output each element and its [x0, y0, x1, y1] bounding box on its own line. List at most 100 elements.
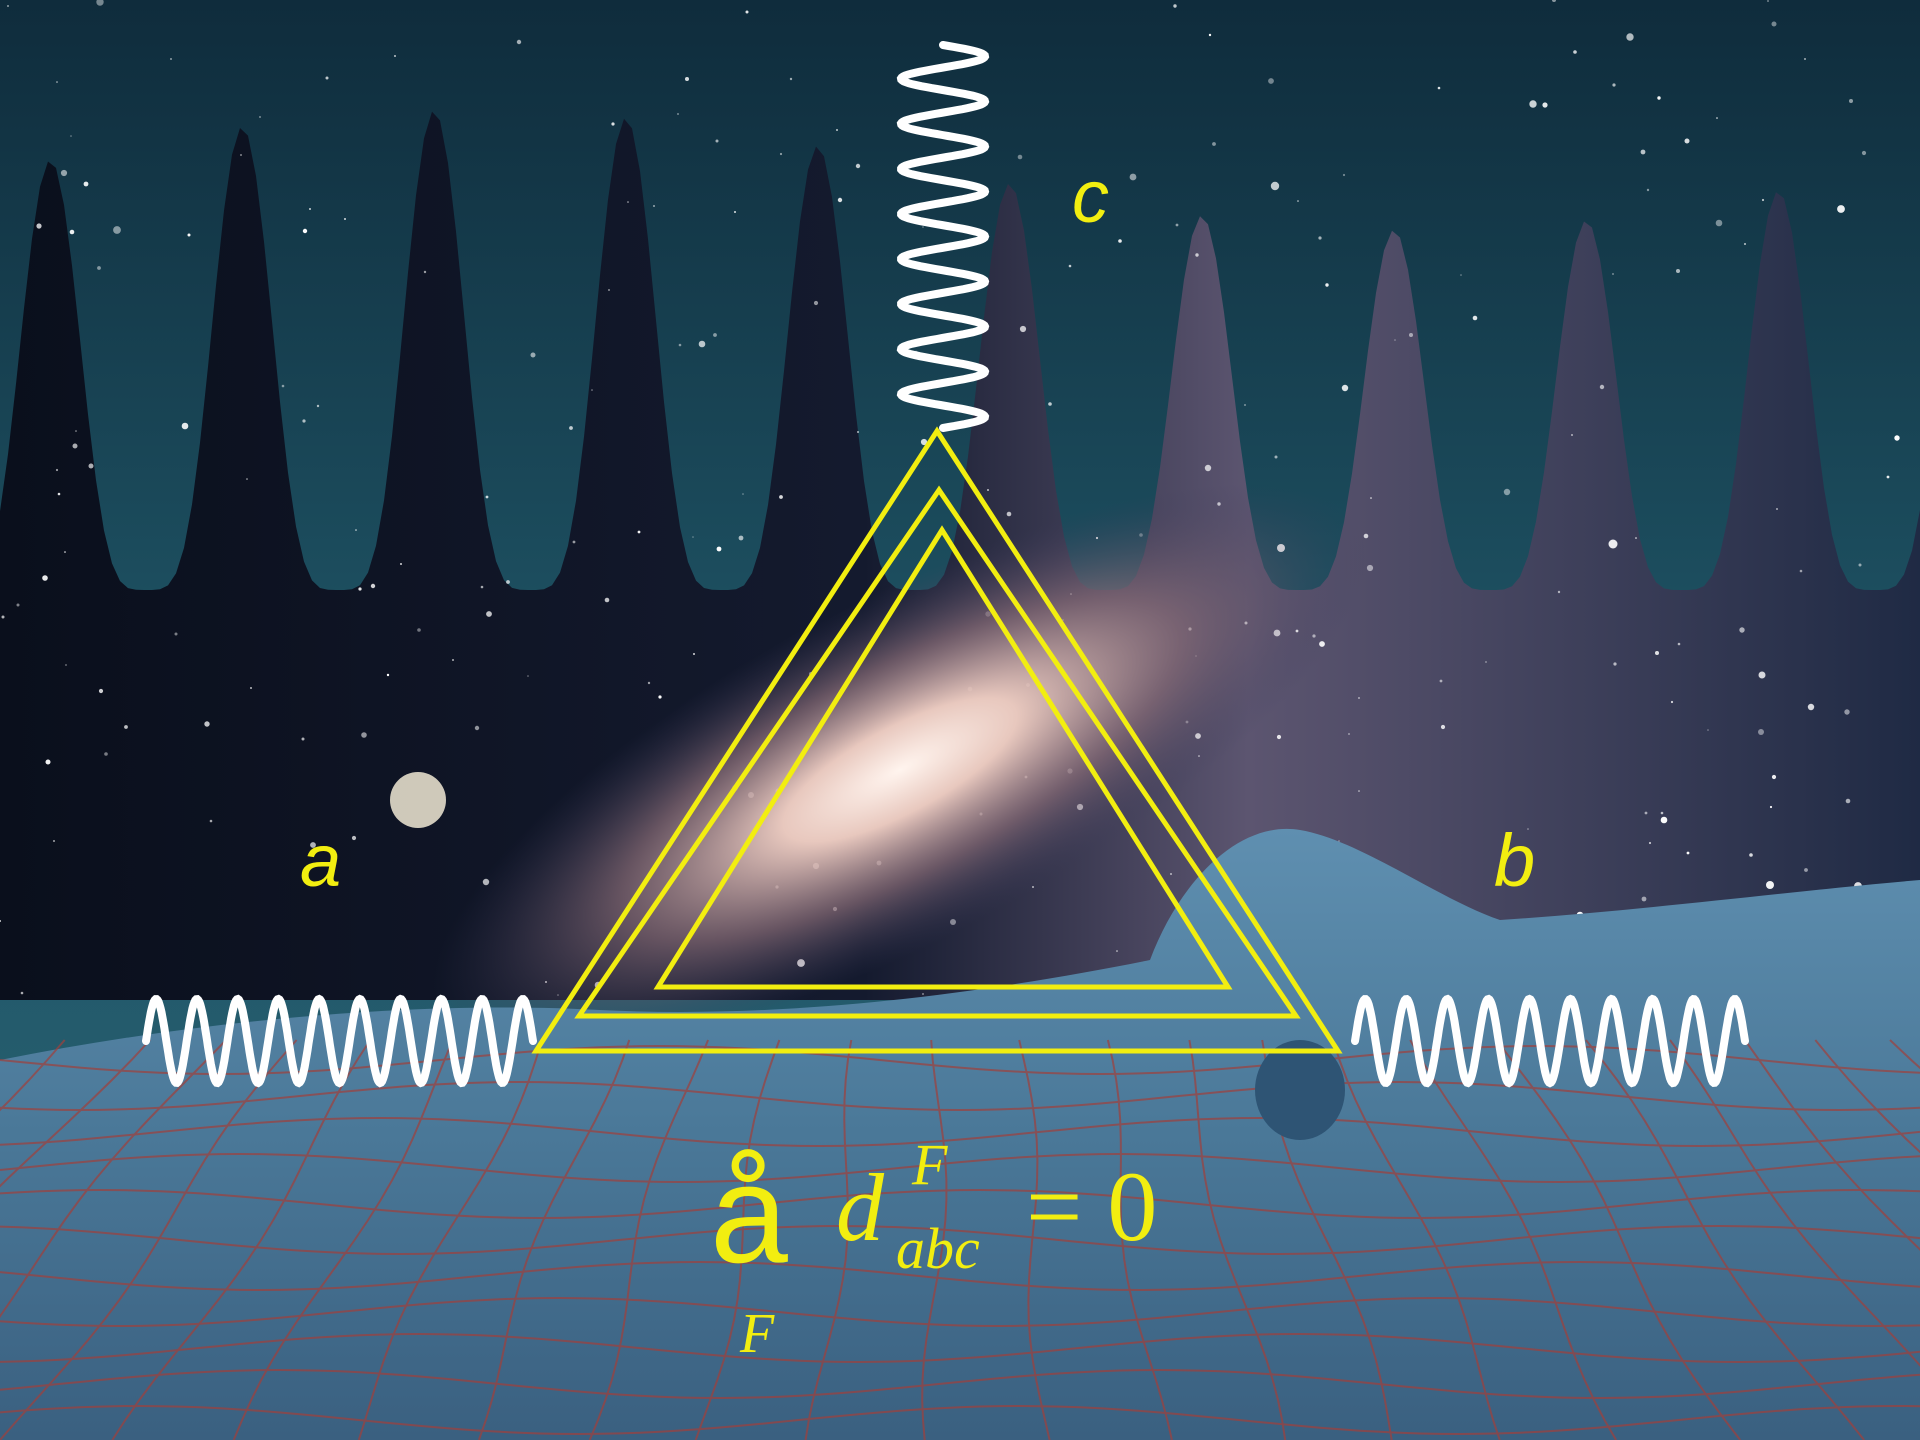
- star: [1640, 149, 1646, 155]
- sum-symbol: å: [710, 1135, 788, 1292]
- grid-line: [0, 1188, 1920, 1220]
- grid-line: [1814, 1039, 1920, 1154]
- star: [1297, 200, 1299, 202]
- grid-line: [357, 1039, 543, 1440]
- label-c: c: [1072, 155, 1109, 238]
- star: [1749, 853, 1753, 857]
- star: [611, 122, 615, 126]
- star: [72, 443, 78, 449]
- star: [716, 546, 722, 552]
- star: [1270, 181, 1280, 191]
- star: [1524, 876, 1528, 880]
- star: [1677, 642, 1681, 646]
- star: [1807, 703, 1815, 711]
- star: [1646, 188, 1650, 192]
- star: [1268, 78, 1274, 84]
- star: [1527, 828, 1529, 830]
- star: [572, 540, 576, 544]
- grid-line: [1188, 1039, 1287, 1440]
- star: [344, 218, 346, 220]
- star: [745, 10, 749, 14]
- star: [1276, 734, 1282, 740]
- star: [1635, 537, 1637, 539]
- star: [715, 139, 719, 143]
- star: [1655, 651, 1659, 655]
- star: [1341, 384, 1349, 392]
- star: [1017, 154, 1023, 160]
- star: [1208, 33, 1212, 37]
- star: [1761, 198, 1765, 202]
- star: [1358, 790, 1360, 792]
- star: [355, 529, 357, 531]
- star: [1173, 4, 1177, 8]
- star: [124, 725, 128, 729]
- star: [1204, 464, 1212, 472]
- star: [516, 39, 522, 45]
- star: [1660, 816, 1668, 824]
- outer-triangle: [531, 426, 1343, 1054]
- star: [653, 205, 655, 207]
- grid-line: [0, 1116, 1920, 1148]
- star: [204, 721, 210, 727]
- star: [1542, 102, 1548, 108]
- star: [647, 681, 651, 685]
- star: [738, 535, 744, 541]
- star: [1739, 627, 1745, 633]
- star: [302, 419, 306, 423]
- star: [1358, 697, 1360, 699]
- middle-triangle: [574, 485, 1301, 1019]
- star: [69, 229, 75, 235]
- grid-line: [804, 1039, 853, 1440]
- wave-b: [1351, 994, 1749, 1088]
- star: [1837, 205, 1845, 213]
- star: [1849, 99, 1853, 103]
- star: [1325, 283, 1329, 287]
- star: [1608, 539, 1618, 549]
- star: [1195, 253, 1199, 257]
- star: [113, 226, 121, 234]
- grid-line: [0, 1039, 151, 1188]
- grid-line: [0, 1039, 227, 1319]
- star: [1440, 724, 1446, 730]
- star: [0, 920, 1, 922]
- star: [70, 135, 72, 137]
- star: [310, 842, 316, 848]
- grid-line: [0, 1224, 1920, 1256]
- star: [527, 675, 529, 677]
- grid-line: [0, 1404, 1920, 1436]
- star: [361, 732, 367, 738]
- star: [1019, 325, 1027, 333]
- star: [1684, 138, 1690, 144]
- star: [693, 653, 695, 655]
- star: [1670, 700, 1674, 704]
- star: [1212, 142, 1216, 146]
- grid-line: [694, 1039, 781, 1440]
- star: [417, 628, 421, 632]
- star: [187, 233, 191, 237]
- star: [1118, 239, 1122, 243]
- grid-line: [1332, 1039, 1501, 1440]
- star: [400, 563, 402, 565]
- star: [1769, 805, 1773, 809]
- star: [1715, 219, 1723, 227]
- star: [97, 266, 101, 270]
- star: [637, 530, 641, 534]
- grid-line: [1744, 1039, 1920, 1251]
- star: [836, 129, 838, 131]
- star: [181, 422, 189, 430]
- star: [569, 426, 573, 430]
- star: [608, 289, 610, 291]
- star: [1758, 671, 1766, 679]
- superscript: F: [911, 1132, 948, 1197]
- star: [42, 575, 48, 581]
- grid-line: [0, 1080, 1920, 1112]
- star: [1641, 896, 1647, 902]
- star: [1318, 236, 1322, 240]
- star: [16, 603, 20, 607]
- star: [1503, 488, 1511, 496]
- star: [1363, 533, 1369, 539]
- star: [104, 752, 108, 756]
- star: [1274, 455, 1278, 459]
- grid-line: [921, 1039, 948, 1440]
- star: [1366, 564, 1374, 572]
